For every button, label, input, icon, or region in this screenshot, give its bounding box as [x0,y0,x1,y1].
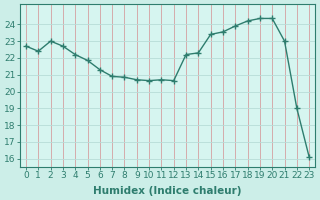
X-axis label: Humidex (Indice chaleur): Humidex (Indice chaleur) [93,186,242,196]
